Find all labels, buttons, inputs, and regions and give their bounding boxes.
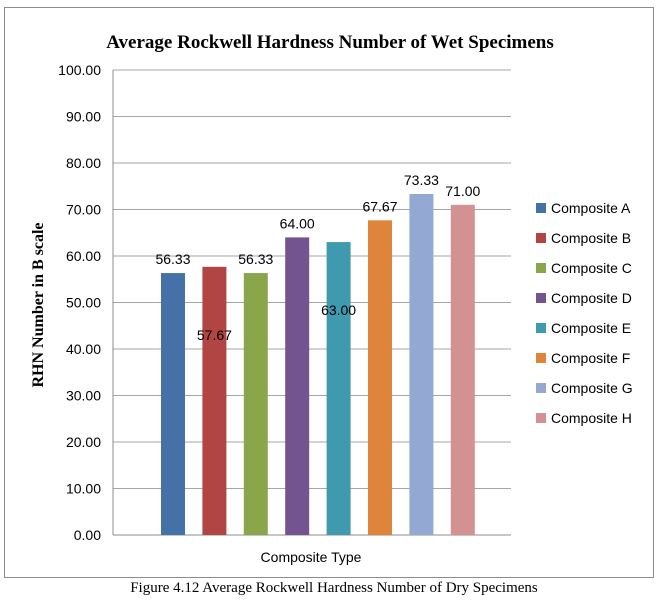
- legend-swatch: [536, 383, 546, 393]
- y-tick-label: 70.00: [66, 202, 101, 218]
- legend-entry: Composite A: [551, 200, 631, 216]
- y-tick-label: 80.00: [66, 155, 101, 171]
- legend: Composite A Composite B Composite C Composi…: [536, 200, 633, 426]
- bar-composite-e: [326, 242, 351, 536]
- gridlines: 0.00 10.00 20.00 30.00 40.00 50.00 60.00 70.00 8…: [58, 62, 511, 543]
- legend-entry: Composite E: [551, 320, 631, 336]
- legend-entry: Composite G: [551, 380, 633, 396]
- y-axis-label: RHN Number in B scale: [30, 222, 47, 387]
- y-tick-label: 60.00: [66, 248, 101, 264]
- y-tick-label: 40.00: [66, 341, 101, 357]
- legend-swatch: [536, 263, 546, 273]
- legend-swatch: [536, 413, 546, 423]
- chart-frame: Average Rockwell Hardness Number of Wet …: [4, 7, 654, 578]
- data-label: 57.67: [197, 327, 232, 343]
- bar-composite-c: [243, 273, 268, 535]
- bar-composite-d: [285, 237, 310, 535]
- legend-swatch: [536, 203, 546, 213]
- bar-composite-g: [409, 194, 434, 535]
- legend-entry: Composite D: [551, 290, 632, 306]
- y-tick-label: 0.00: [74, 527, 101, 543]
- data-label: 71.00: [445, 183, 480, 199]
- y-tick-label: 30.00: [66, 388, 101, 404]
- legend-swatch: [536, 353, 546, 363]
- legend-entry: Composite H: [551, 410, 632, 426]
- data-label: 64.00: [280, 215, 315, 231]
- bars: [161, 194, 475, 536]
- data-label: 56.33: [238, 251, 273, 267]
- y-tick-label: 90.00: [66, 109, 101, 125]
- bar-chart: Average Rockwell Hardness Number of Wet …: [30, 32, 633, 565]
- y-tick-label: 20.00: [66, 434, 101, 450]
- legend-entry: Composite F: [551, 350, 630, 366]
- legend-entry: Composite B: [551, 230, 631, 246]
- data-labels: 56.33 57.67 56.33 64.00 63.00 67.67 73.33 71.00: [155, 172, 480, 343]
- legend-swatch: [536, 293, 546, 303]
- figure-caption: Figure 4.12 Average Rockwell Hardness Nu…: [130, 580, 538, 596]
- data-label: 73.33: [404, 172, 439, 188]
- y-tick-label: 10.00: [66, 481, 101, 497]
- bar-composite-b: [202, 266, 227, 535]
- legend-entry: Composite C: [551, 260, 632, 276]
- data-label: 67.67: [362, 198, 397, 214]
- legend-swatch: [536, 233, 546, 243]
- bar-composite-h: [450, 204, 475, 535]
- x-axis-label: Composite Type: [261, 549, 362, 565]
- y-tick-label: 100.00: [58, 62, 101, 78]
- data-label: 63.00: [321, 302, 356, 318]
- chart-title: Average Rockwell Hardness Number of Wet …: [106, 32, 554, 53]
- legend-swatch: [536, 323, 546, 333]
- bar-composite-f: [368, 220, 392, 535]
- y-tick-label: 50.00: [66, 295, 101, 311]
- bar-composite-a: [161, 273, 185, 535]
- data-label: 56.33: [155, 251, 190, 267]
